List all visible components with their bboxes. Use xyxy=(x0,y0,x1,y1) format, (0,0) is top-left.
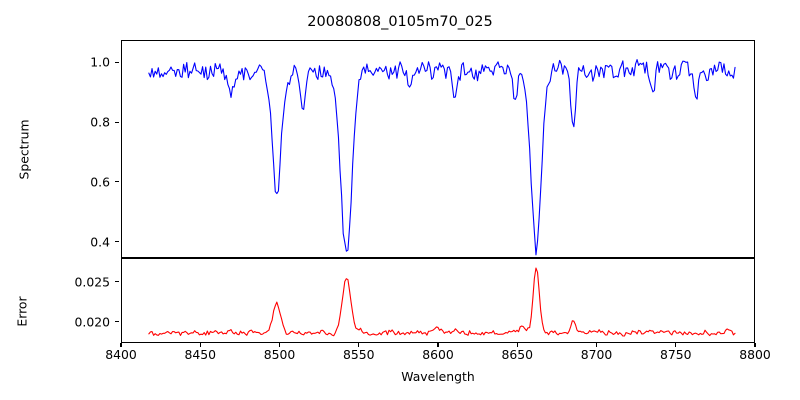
spectrum-trace xyxy=(122,41,754,257)
y-tick-label: 0.8 xyxy=(90,114,110,130)
x-tick-mark xyxy=(516,343,518,347)
x-tick-mark xyxy=(358,343,360,347)
x-tick-mark xyxy=(199,343,201,347)
x-tick-mark xyxy=(675,343,677,347)
spectrum-y-axis-ticks: 0.4 0.6 0.8 1.0 xyxy=(61,40,119,258)
y-tick-label: 0.020 xyxy=(74,314,110,330)
x-tick-label: 8750 xyxy=(659,347,692,362)
y-tick-mark xyxy=(115,181,119,183)
x-tick-label: 8550 xyxy=(342,347,375,362)
x-tick-mark xyxy=(437,343,439,347)
y-tick-mark xyxy=(115,241,119,243)
x-axis-tick-labels: 8400 8450 8500 8550 8600 8650 8700 8750 8800 xyxy=(105,347,771,365)
x-tick-label: 8800 xyxy=(739,347,771,362)
x-tick-mark xyxy=(120,343,122,347)
x-tick-label: 8450 xyxy=(184,347,217,362)
y-tick-mark xyxy=(115,121,119,123)
x-tick-label: 8600 xyxy=(422,347,454,362)
x-tick-label: 8400 xyxy=(105,347,137,362)
x-tick-mark xyxy=(278,343,281,347)
x-tick-label: 8700 xyxy=(580,347,613,362)
x-tick-label: 8500 xyxy=(263,347,296,362)
y-tick-label: 1.0 xyxy=(90,54,110,70)
y-tick-mark xyxy=(115,321,119,323)
x-tick-mark xyxy=(595,343,598,347)
y-tick-mark xyxy=(115,61,119,63)
x-axis-tick-marks xyxy=(120,343,756,348)
x-tick-label: 8650 xyxy=(501,347,534,362)
y-tick-label: 0.025 xyxy=(74,274,110,290)
page-title: 20080808_0105m70_025 xyxy=(307,14,493,30)
y-tick-label: 0.6 xyxy=(90,174,110,190)
spectrum-panel xyxy=(121,40,755,258)
x-axis-label: Wavelength xyxy=(401,369,475,384)
spectrum-line xyxy=(149,60,735,255)
spectrum-axis-label: Spectrum xyxy=(16,119,32,180)
error-panel xyxy=(121,258,755,343)
error-line xyxy=(149,268,735,336)
y-tick-label: 0.4 xyxy=(90,234,110,250)
x-tick-mark xyxy=(754,343,756,347)
error-axis-label: Error xyxy=(14,296,30,327)
error-y-axis-ticks: 0.020 0.025 xyxy=(61,258,119,343)
y-tick-mark xyxy=(115,281,119,283)
error-trace xyxy=(122,259,754,342)
